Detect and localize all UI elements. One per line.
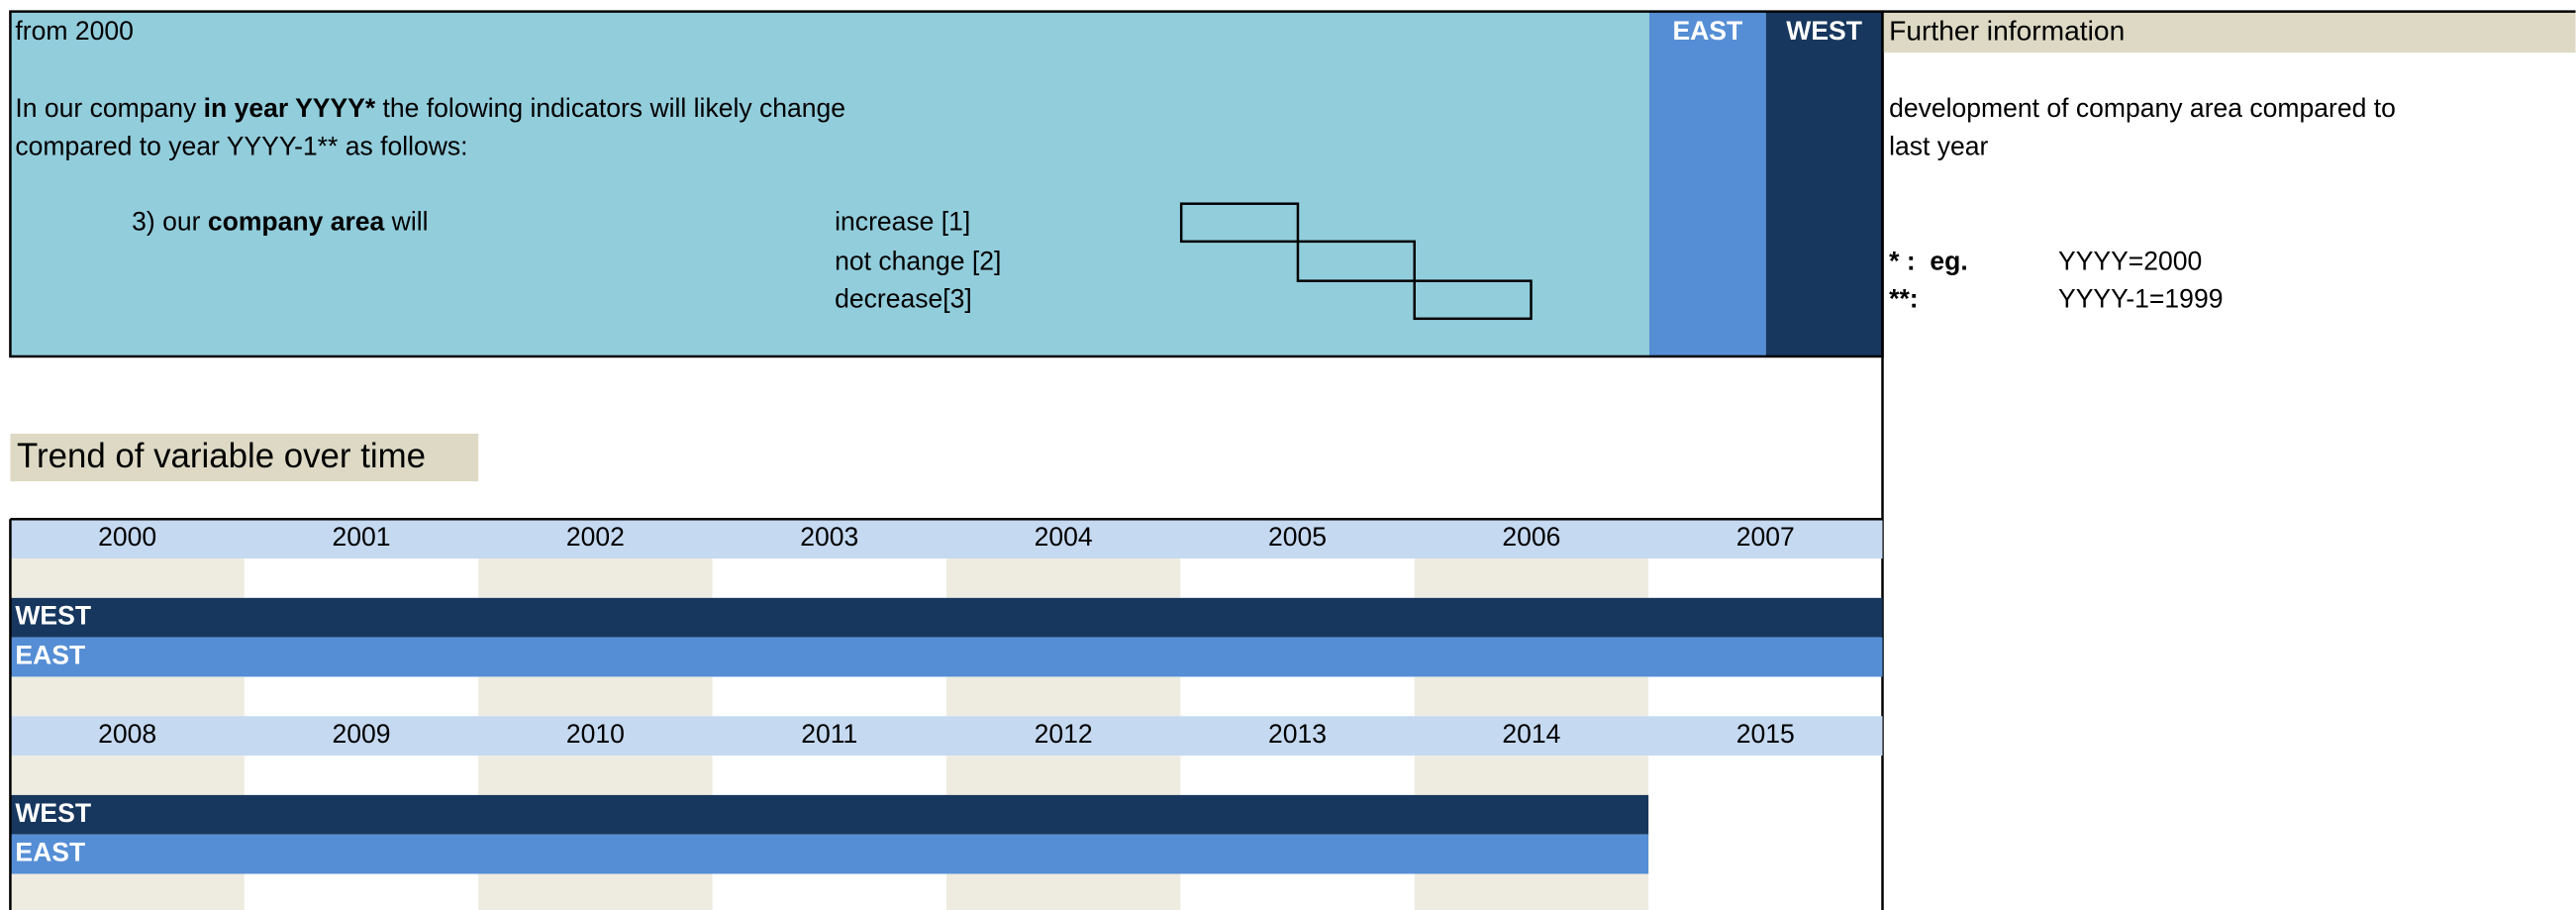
year-label: 2015 [1736,719,1795,749]
option: decrease[3] [835,284,972,314]
from-text: from 2000 [15,16,133,46]
info-text: development of company area compared to [1889,93,2396,123]
year-label: 2006 [1502,522,1560,552]
stripe-cell [1414,873,1649,910]
year-row [10,519,1883,559]
stripe-cell [10,756,245,795]
stripe-cell [945,558,1181,598]
note-value: YYYY=2000 [2058,246,2202,275]
choice-box[interactable] [1413,279,1533,321]
column-header: WEST [1786,16,1862,46]
year-label: 2009 [332,719,390,749]
stripe-cell [945,676,1181,717]
item-prefix: 3) our [132,207,208,237]
year-label: 2007 [1736,522,1795,552]
region-label: WEST [15,601,91,631]
stripe-cell [10,873,245,910]
year-label: 2012 [1035,719,1093,749]
region-bar [10,834,1649,874]
stripe-cell [10,558,245,598]
intro-prefix: In our company [15,93,203,123]
choice-box[interactable] [1296,240,1416,282]
year-label: 2014 [1502,719,1560,749]
region-bar [10,637,1883,677]
trend-grid: 2000 2001 2002 2003 2004 2005 2006 2007 WEST EAST… [9,517,1883,910]
year-label: 2010 [566,719,625,749]
note-key: **: [1889,284,1919,314]
year-label: 2013 [1268,719,1327,749]
stripe-cell [945,873,1181,910]
year-label: 2003 [800,522,858,552]
region-bar [10,597,1883,638]
trend-title: Trend of variable over time [17,437,426,475]
note-value: YYYY-1=1999 [2058,284,2223,314]
year-label: 2011 [801,719,857,749]
intro-line2: compared to year YYYY-1** as follows: [15,131,467,160]
item: 3) our company area will [132,207,428,237]
item-bold: company area [208,207,385,237]
region-label: EAST [15,641,85,670]
intro-rest: the folowing indicators will likely chan… [375,93,845,123]
choice-box[interactable] [1179,202,1300,244]
year-label: 2001 [332,522,390,552]
west-column [1765,11,1883,356]
year-label: 2000 [98,522,156,552]
stripe-cell [945,756,1181,795]
option: not change [2] [835,246,1001,275]
stripe-cell [478,676,713,717]
year-label: 2008 [98,719,156,749]
intro: In our company in year YYYY* the folowin… [15,93,845,123]
info-header [1882,11,2576,53]
stripe-cell [1414,756,1649,795]
stripe-cell [478,558,713,598]
question-panel [10,11,1649,356]
info-title: Further information [1889,15,2125,47]
year-row [10,716,1883,757]
intro-bold: in year YYYY* [204,93,376,123]
column-header: EAST [1672,16,1742,46]
item-suffix: will [384,207,428,237]
stripe-cell [478,873,713,910]
info-text: last year [1889,131,1988,160]
option: increase [1] [835,207,970,237]
note-key: * : eg. [1889,246,1968,275]
stripe-cell [10,676,245,717]
region-label: WEST [15,798,91,828]
trend-title-box [10,433,479,482]
region-bar [10,794,1649,835]
east-column [1648,11,1766,356]
year-label: 2004 [1035,522,1093,552]
stripe-cell [1414,558,1649,598]
stripe-cell [1414,676,1649,717]
year-label: 2002 [566,522,625,552]
region-label: EAST [15,838,85,867]
year-label: 2005 [1268,522,1327,552]
stripe-cell [478,756,713,795]
